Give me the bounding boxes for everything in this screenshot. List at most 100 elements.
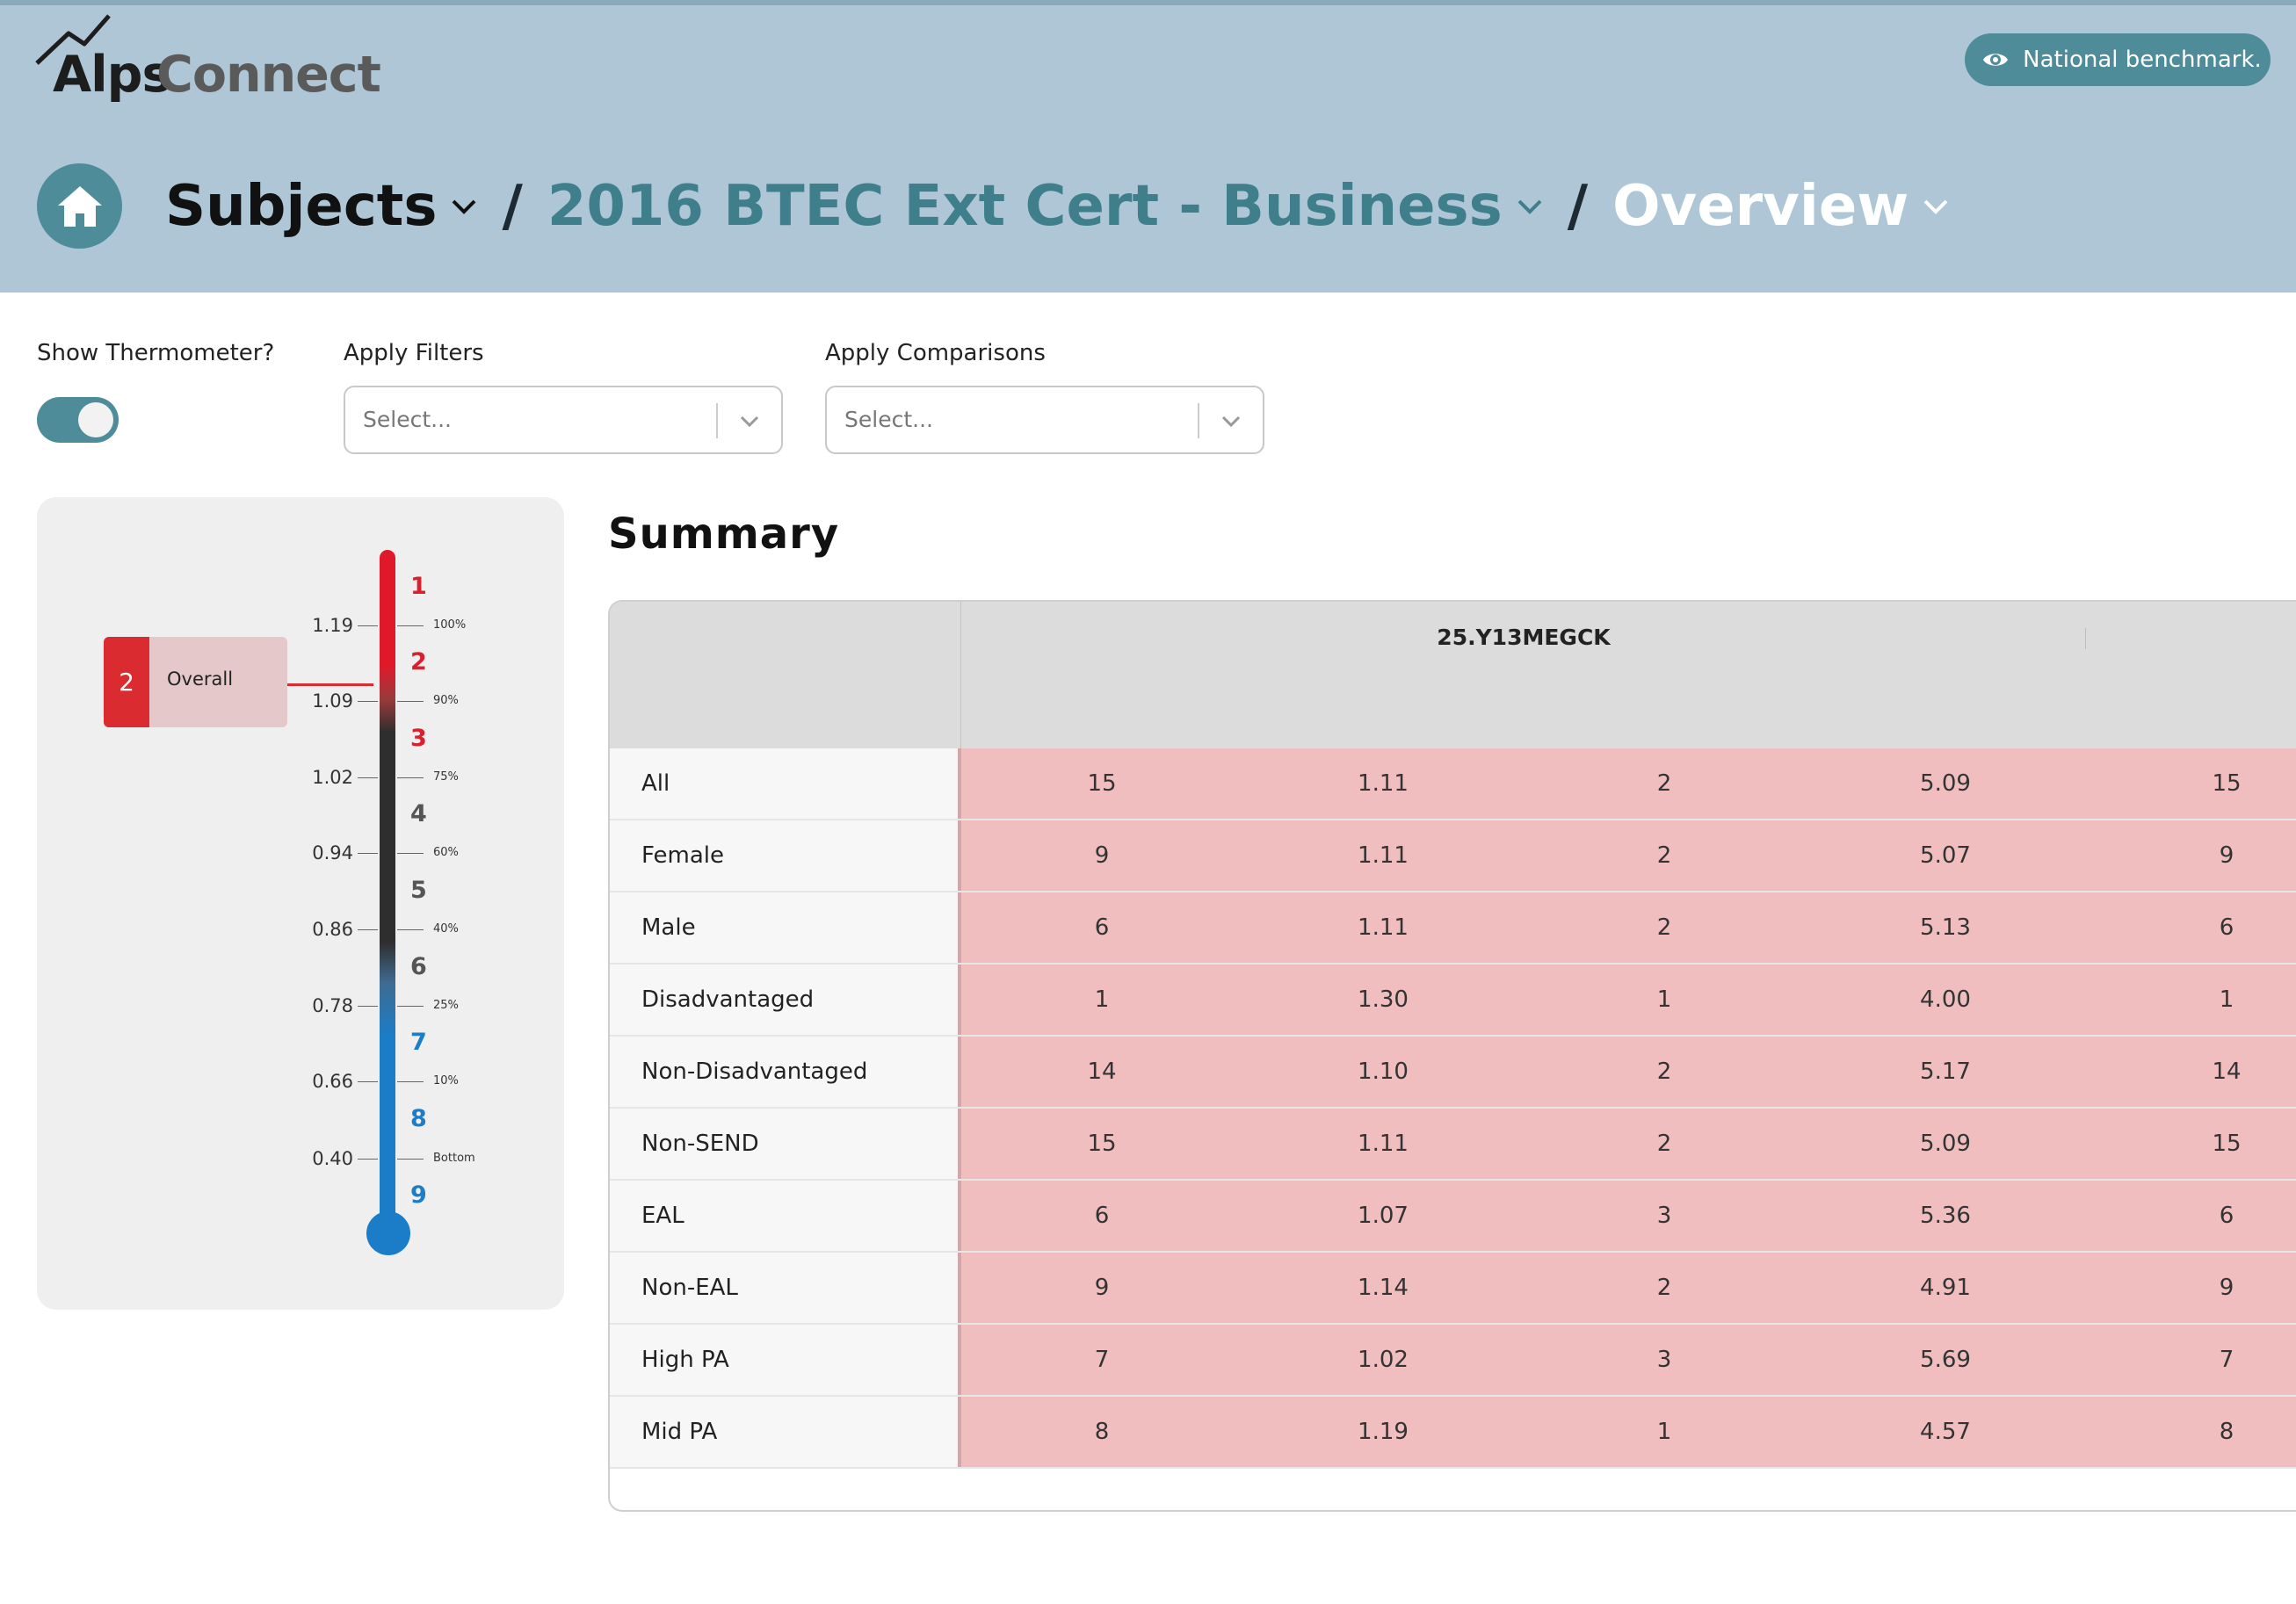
table-cell: 9 <box>2219 1275 2234 1301</box>
breadcrumb-subjects[interactable]: Subjects <box>165 174 477 239</box>
table-cell: 6 <box>1094 1203 1110 1229</box>
table-cell: 2 <box>1656 1131 1672 1157</box>
breadcrumb-overview[interactable]: Overview <box>1612 174 1949 239</box>
row-label: Disadvantaged <box>641 986 815 1013</box>
table-cell: 14 <box>2212 1058 2242 1085</box>
eye-icon <box>1982 50 2009 69</box>
table-cell: 14 <box>1087 1058 1117 1085</box>
logo-text-alps: Alps <box>53 46 171 104</box>
table-cell: 2 <box>1656 1058 1672 1085</box>
table-cell: 4.00 <box>1920 986 1971 1013</box>
table-cell: 1.11 <box>1358 770 1409 797</box>
row-label: Mid PA <box>641 1419 718 1445</box>
national-benchmark-button[interactable]: National benchmark. <box>1965 33 2271 86</box>
table-row[interactable]: Non-SEND 15 1.11 2 5.09 15 <box>610 1109 2296 1181</box>
breadcrumb-course[interactable]: 2016 BTEC Ext Cert - Business <box>547 174 1543 239</box>
thermometer-grade-label: 4 <box>410 800 427 827</box>
table-cell: 5.13 <box>1920 914 1971 941</box>
logo-text-connect: Connect <box>156 46 381 104</box>
table-row[interactable]: Female 9 1.11 2 5.07 9 <box>610 820 2296 892</box>
thermometer-tick <box>397 625 424 626</box>
table-row[interactable]: Mid PA 8 1.19 1 4.57 8 <box>610 1397 2296 1469</box>
table-cell: 1 <box>2219 986 2234 1013</box>
apply-filters-label: Apply Filters <box>344 340 484 366</box>
home-button[interactable] <box>37 163 122 249</box>
row-label: Non-SEND <box>641 1131 759 1157</box>
thermometer-tube <box>380 550 395 1226</box>
chevron-down-icon[interactable] <box>737 408 762 437</box>
table-row[interactable]: Non-Disadvantaged 14 1.10 2 5.17 14 <box>610 1037 2296 1109</box>
table-row[interactable]: Disadvantaged 1 1.30 1 4.00 1 <box>610 965 2296 1037</box>
thermometer-value-label: 0.66 <box>312 1071 353 1092</box>
national-benchmark-label: National benchmark. <box>2023 47 2262 73</box>
thermometer-percentile-label: Bottom <box>433 1152 475 1165</box>
table-cell: 1.11 <box>1358 1131 1409 1157</box>
table-cell: 4.91 <box>1920 1275 1971 1301</box>
thermometer-tick <box>358 625 378 626</box>
thermometer-percentile-label: 25% <box>433 999 459 1012</box>
header-divider <box>960 602 961 748</box>
overall-grade-badge[interactable]: 2 Overall <box>104 637 287 727</box>
table-cell: 1.11 <box>1358 842 1409 869</box>
thermometer-percentile-label: 100% <box>433 618 467 632</box>
filters-select[interactable]: Select... <box>344 386 783 454</box>
alps-connect-logo[interactable]: Alps Connect <box>33 12 402 109</box>
thermometer-grade-label: 5 <box>410 877 427 904</box>
row-value-cells: 9 1.11 2 5.07 9 <box>958 820 2296 891</box>
summary-table: 25.Y13MEGCK EntriesScoreGradeAvg. PaEntr… <box>608 600 2296 1512</box>
table-cell: 6 <box>1094 914 1110 941</box>
thermometer-percentile-label: 75% <box>433 770 459 784</box>
row-label: Female <box>641 842 725 869</box>
chevron-down-icon <box>1517 198 1543 215</box>
row-label-cell: Male <box>610 892 958 963</box>
table-row[interactable]: EAL 6 1.07 3 5.36 6 <box>610 1181 2296 1253</box>
table-cell: 1 <box>1094 986 1110 1013</box>
table-row[interactable]: Non-EAL 9 1.14 2 4.91 9 <box>610 1253 2296 1325</box>
logo-trend-icon <box>35 14 111 65</box>
thermometer-value-label: 0.78 <box>312 995 353 1016</box>
thermometer-toggle[interactable] <box>37 397 119 443</box>
table-row[interactable]: Male 6 1.11 2 5.13 6 <box>610 892 2296 965</box>
row-label-cell: Non-SEND <box>610 1109 958 1179</box>
thermometer-tick <box>397 777 424 778</box>
thermometer-value-label: 0.86 <box>312 919 353 940</box>
table-cell: 15 <box>2212 770 2242 797</box>
table-cell: 1.14 <box>1358 1275 1409 1301</box>
thermometer-tick <box>397 701 424 702</box>
row-value-cells: 9 1.14 2 4.91 9 <box>958 1253 2296 1323</box>
table-cell: 1.02 <box>1358 1347 1409 1373</box>
table-cell: 6 <box>2219 1203 2234 1229</box>
overall-pointer-line <box>287 683 373 686</box>
table-row[interactable]: All 15 1.11 2 5.09 15 <box>610 748 2296 820</box>
header-top-border <box>0 0 2296 5</box>
table-cell: 2 <box>1656 1275 1672 1301</box>
row-label: EAL <box>641 1203 684 1229</box>
breadcrumb-subjects-label: Subjects <box>165 174 438 239</box>
chevron-down-icon[interactable] <box>1219 408 1243 437</box>
table-cell: 9 <box>2219 842 2234 869</box>
thermometer-percentile-label: 60% <box>433 846 459 859</box>
thermometer-grade-label: 6 <box>410 953 427 980</box>
filters-placeholder: Select... <box>363 407 452 432</box>
table-column-header: EntriesScoreGradeAvg. PaEntries <box>610 676 2296 798</box>
table-cell: 5.09 <box>1920 1131 1971 1157</box>
thermometer-tick <box>397 853 424 854</box>
table-cell: 1.19 <box>1358 1419 1409 1445</box>
comparisons-select[interactable]: Select... <box>825 386 1264 454</box>
table-cell: 9 <box>1094 1275 1110 1301</box>
breadcrumb: Subjects / 2016 BTEC Ext Cert - Business… <box>165 163 1949 250</box>
table-cell: 2 <box>1656 770 1672 797</box>
table-cell: 5.09 <box>1920 770 1971 797</box>
chevron-down-icon <box>1923 198 1949 215</box>
row-value-cells: 15 1.11 2 5.09 15 <box>958 748 2296 819</box>
thermometer-tick <box>397 929 424 930</box>
thermometer-tick <box>358 1081 378 1082</box>
table-cell: 1.07 <box>1358 1203 1409 1229</box>
group-header-separator <box>2085 628 2086 649</box>
table-row[interactable]: High PA 7 1.02 3 5.69 7 <box>610 1325 2296 1397</box>
table-cell: 2 <box>1656 914 1672 941</box>
thermometer-value-label: 0.40 <box>312 1148 353 1169</box>
row-value-cells: 6 1.07 3 5.36 6 <box>958 1181 2296 1251</box>
thermometer-grade-label: 7 <box>410 1029 427 1056</box>
group-header-label: 25.Y13MEGCK <box>1437 625 1611 650</box>
